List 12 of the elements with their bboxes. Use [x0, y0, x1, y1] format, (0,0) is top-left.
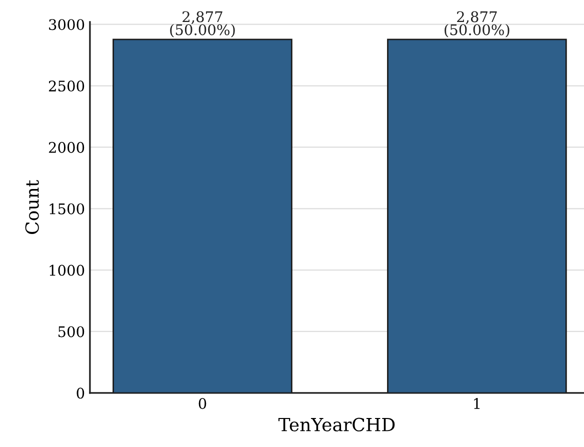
y-tick-label: 1500: [50, 203, 84, 214]
y-tick-label: 500: [58, 326, 84, 338]
y-axis-title: Count: [25, 180, 39, 234]
y-tick-label: 2000: [48, 142, 84, 153]
data-label: 2,877 (50.00%): [170, 11, 235, 38]
y-tick-label: 2500: [48, 80, 84, 92]
x-axis-title: TenYearCHD: [278, 418, 395, 432]
y-tick-label: 1000: [50, 264, 84, 276]
y-tick-label: 3000: [49, 19, 84, 30]
y-tick-label: 0: [76, 388, 84, 399]
x-tick-label: 1: [474, 398, 480, 409]
data-label: 2,877 (50.00%): [444, 11, 510, 38]
